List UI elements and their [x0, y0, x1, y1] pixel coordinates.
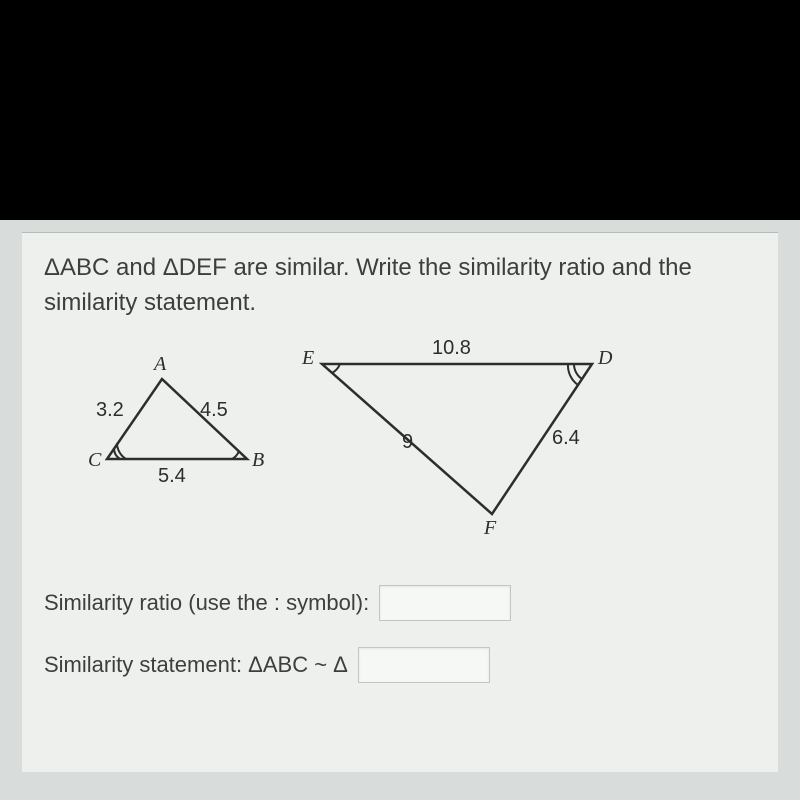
statement-input[interactable] — [358, 647, 490, 683]
side-ab-label: 4.5 — [200, 399, 228, 422]
screen-root: ΔABC and ΔDEF are similar. Write the sim… — [0, 0, 800, 800]
vertex-a-label: A — [154, 353, 166, 376]
angle-arc-e — [332, 364, 340, 373]
side-ed-label: 10.8 — [432, 337, 471, 360]
side-df-label: 6.4 — [552, 427, 580, 450]
vertex-c-label: C — [88, 449, 101, 472]
vertex-d-label: D — [598, 347, 612, 370]
side-ef-label: 9 — [402, 431, 413, 454]
side-ac-label: 3.2 — [96, 399, 124, 422]
diagram-svg — [22, 339, 778, 559]
statement-prompt-label: Similarity statement: ΔABC ~ Δ — [44, 652, 348, 678]
ratio-prompt-label: Similarity ratio (use the : symbol): — [44, 590, 369, 616]
question-text: ΔABC and ΔDEF are similar. Write the sim… — [22, 251, 778, 321]
vertex-f-label: F — [484, 517, 496, 540]
angle-arc-d-1 — [574, 364, 582, 379]
ratio-input[interactable] — [379, 585, 511, 621]
side-cb-label: 5.4 — [158, 465, 186, 488]
worksheet-panel: ΔABC and ΔDEF are similar. Write the sim… — [22, 232, 778, 772]
vertex-e-label: E — [302, 347, 314, 370]
similarity-statement-row: Similarity statement: ΔABC ~ Δ — [22, 647, 778, 683]
similarity-ratio-row: Similarity ratio (use the : symbol): — [22, 585, 778, 621]
triangles-diagram: A C B 3.2 4.5 5.4 E D F 10.8 9 6.4 — [22, 339, 778, 559]
top-black-bar — [0, 0, 800, 220]
vertex-b-label: B — [252, 449, 264, 472]
